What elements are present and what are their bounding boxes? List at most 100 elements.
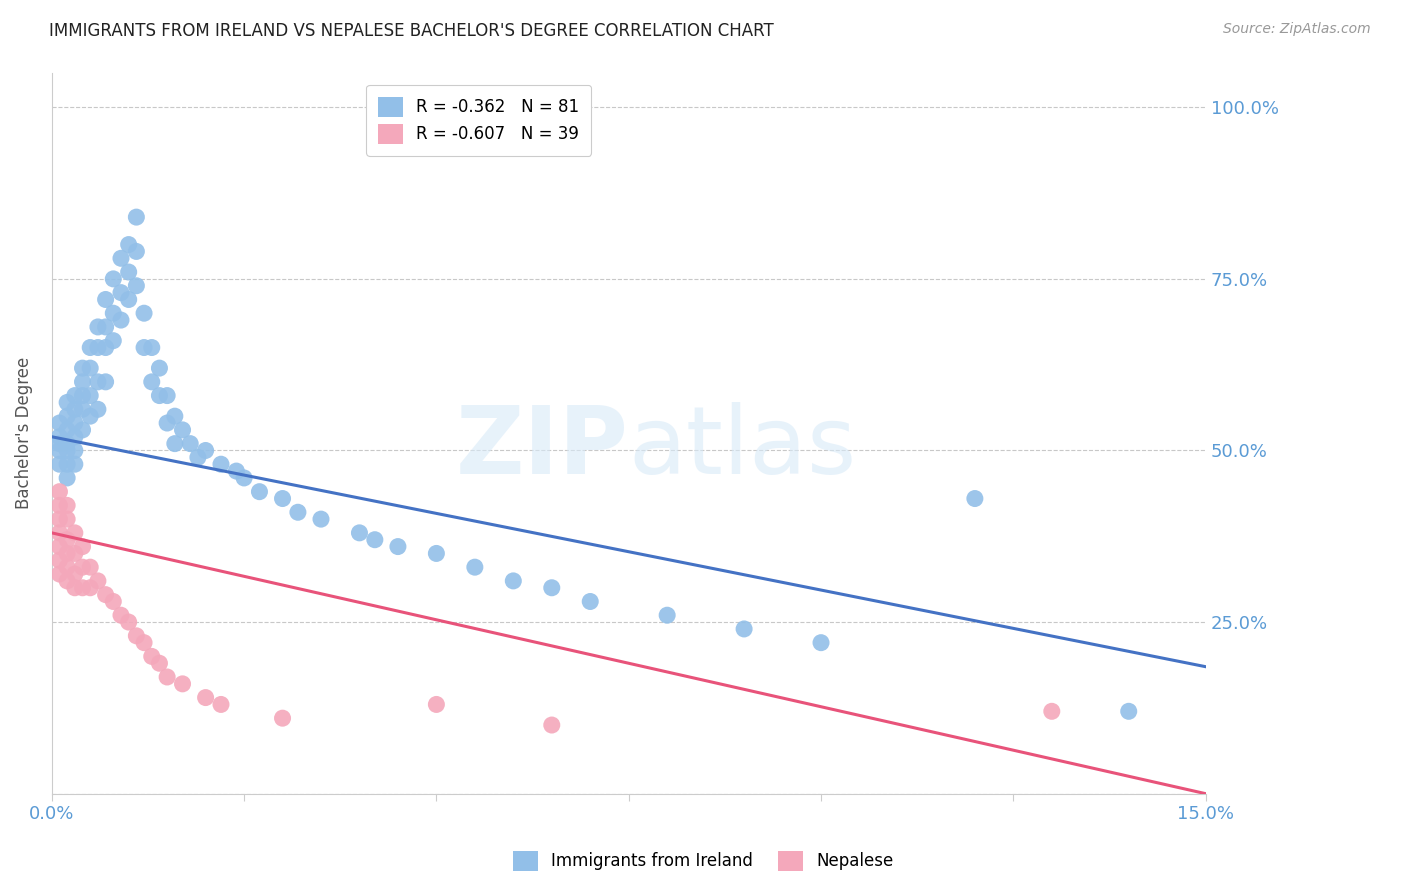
Point (56, 443, 79, 458)
Point (94, 375, 117, 389)
Point (148, 657, 170, 671)
Point (48, 484, 70, 499)
Point (209, 698, 232, 712)
Point (72, 560, 94, 574)
Point (156, 388, 179, 402)
Point (271, 711, 294, 725)
Point (225, 464, 247, 478)
Point (94, 341, 117, 355)
Point (79, 361, 101, 376)
Point (125, 210, 148, 224)
Point (79, 341, 101, 355)
Point (48, 499, 70, 513)
Point (156, 416, 179, 430)
Point (56, 436, 79, 450)
Point (79, 581, 101, 595)
Point (63, 581, 86, 595)
Point (194, 443, 217, 458)
Point (172, 677, 194, 691)
Point (56, 533, 79, 547)
Point (540, 581, 562, 595)
Point (132, 306, 155, 320)
Point (194, 690, 217, 705)
Point (579, 594, 602, 608)
Point (48, 416, 70, 430)
Point (63, 402, 86, 417)
Point (48, 512, 70, 526)
Point (48, 553, 70, 567)
Text: IMMIGRANTS FROM IRELAND VS NEPALESE BACHELOR'S DEGREE CORRELATION CHART: IMMIGRANTS FROM IRELAND VS NEPALESE BACH… (49, 22, 773, 40)
Point (187, 450, 209, 465)
Point (125, 278, 148, 293)
Legend: R = -0.362   N = 81, R = -0.607   N = 39: R = -0.362 N = 81, R = -0.607 N = 39 (367, 85, 591, 155)
Point (48, 540, 70, 554)
Point (103, 272, 125, 286)
Point (125, 244, 148, 259)
Point (63, 567, 86, 582)
Point (132, 341, 155, 355)
Point (163, 436, 186, 450)
Point (963, 491, 986, 506)
Point (72, 361, 94, 376)
Point (48, 443, 70, 458)
Point (118, 265, 141, 279)
Point (110, 285, 132, 300)
Point (1040, 704, 1063, 718)
Point (48, 567, 70, 582)
Point (63, 430, 86, 444)
Point (103, 334, 125, 348)
Point (48, 457, 70, 471)
Point (63, 457, 86, 471)
Point (63, 416, 86, 430)
Point (72, 423, 94, 437)
Point (464, 560, 486, 574)
Text: Source: ZipAtlas.com: Source: ZipAtlas.com (1223, 22, 1371, 37)
Point (72, 375, 94, 389)
Point (249, 484, 271, 499)
Point (56, 546, 79, 560)
Point (502, 574, 524, 588)
Point (110, 313, 132, 327)
Point (63, 525, 86, 540)
Point (63, 388, 86, 402)
Point (125, 629, 148, 643)
Point (148, 361, 170, 376)
Point (94, 320, 117, 334)
Point (148, 388, 170, 402)
Point (72, 388, 94, 402)
Point (56, 560, 79, 574)
Point (56, 457, 79, 471)
Point (94, 588, 117, 602)
Point (209, 457, 232, 471)
Point (156, 670, 179, 684)
Point (118, 237, 141, 252)
Point (540, 718, 562, 732)
Point (118, 293, 141, 307)
Point (94, 293, 117, 307)
Point (63, 546, 86, 560)
Point (56, 395, 79, 409)
Point (56, 423, 79, 437)
Point (63, 443, 86, 458)
Point (56, 499, 79, 513)
Point (79, 409, 101, 424)
Point (172, 423, 194, 437)
Point (425, 698, 447, 712)
Point (56, 471, 79, 485)
Point (287, 505, 309, 519)
Point (364, 533, 387, 547)
Point (48, 525, 70, 540)
Point (87, 574, 110, 588)
Y-axis label: Bachelor's Degree: Bachelor's Degree (15, 357, 32, 509)
Point (132, 635, 155, 649)
Point (56, 512, 79, 526)
Point (1118, 704, 1140, 718)
Point (103, 594, 125, 608)
Point (349, 525, 371, 540)
Point (87, 341, 110, 355)
Point (141, 341, 163, 355)
Text: ZIP: ZIP (456, 401, 628, 494)
Point (72, 402, 94, 417)
Point (56, 574, 79, 588)
Point (733, 622, 755, 636)
